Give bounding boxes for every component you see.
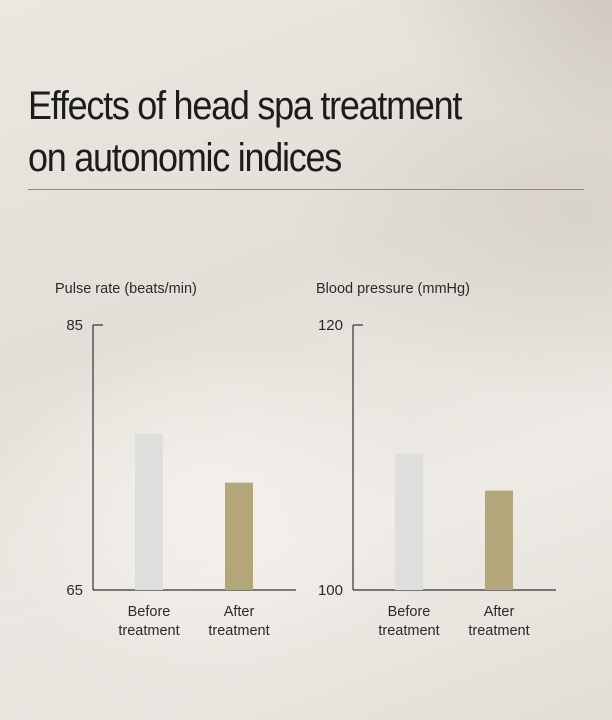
x-tick-label-line: treatment — [208, 623, 269, 639]
x-tick-label-line: Before — [388, 604, 431, 620]
title-divider — [28, 189, 584, 190]
x-tick-label-line: After — [224, 604, 255, 620]
title-line-2: on autonomic indices — [28, 136, 342, 180]
bar-before — [395, 453, 423, 590]
x-tick-label-line: After — [484, 604, 515, 620]
page-title: Effects of head spa treatment on autonom… — [28, 80, 532, 184]
x-tick-label-line: treatment — [378, 623, 439, 639]
bar-before — [135, 433, 163, 590]
x-tick-label-line: treatment — [468, 623, 529, 639]
x-tick-label: Before treatment — [378, 604, 439, 639]
title-line-1: Effects of head spa treatment — [28, 84, 462, 128]
bar-after — [485, 490, 513, 590]
y-tick-label: 85 — [66, 317, 83, 334]
x-tick-label: Before treatment — [118, 604, 179, 639]
x-tick-label-line: treatment — [118, 623, 179, 639]
x-tick-label: After treatment — [208, 604, 269, 639]
chart-title: Blood pressure (mmHg) — [316, 281, 470, 297]
chart-title: Pulse rate (beats/min) — [55, 281, 197, 297]
x-tick-label: After treatment — [468, 604, 529, 639]
bar-after — [225, 482, 253, 590]
y-tick-label: 65 — [66, 582, 83, 599]
y-tick-label: 120 — [318, 317, 343, 334]
y-tick-label: 100 — [318, 582, 343, 599]
x-tick-label-line: Before — [128, 604, 171, 620]
